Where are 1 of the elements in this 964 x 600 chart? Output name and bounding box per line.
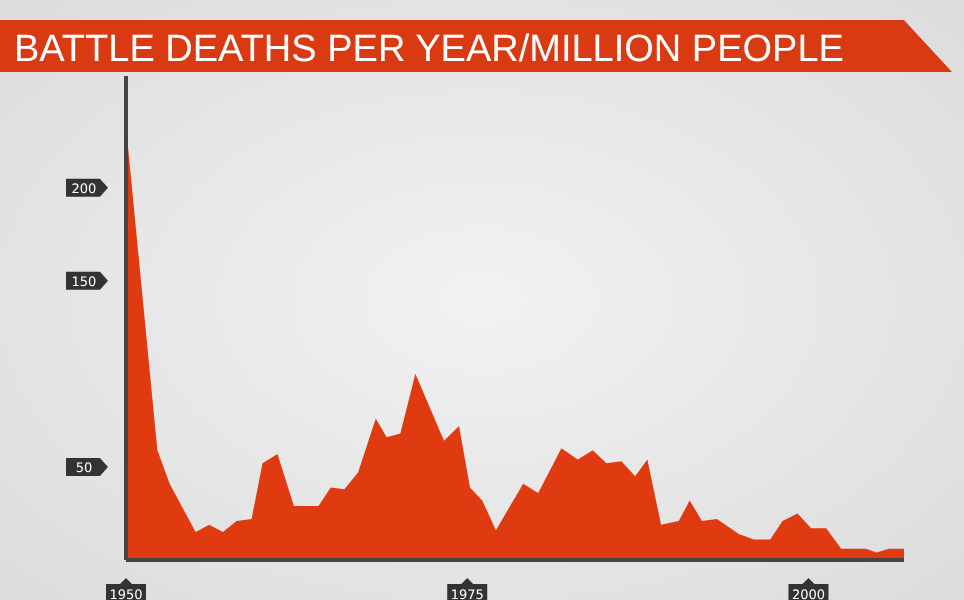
- chart-title: BATTLE DEATHS PER YEAR/MILLION PEOPLE: [14, 29, 844, 71]
